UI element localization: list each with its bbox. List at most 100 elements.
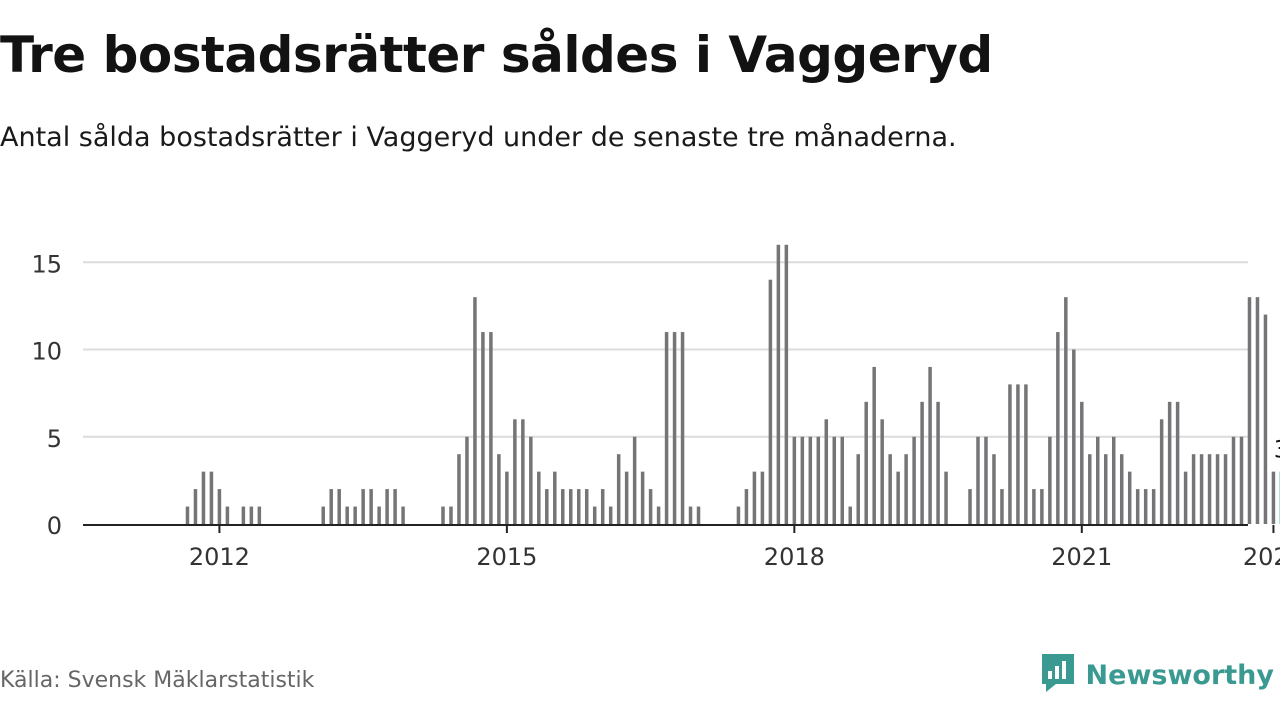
chart-subtitle: Antal sålda bostadsrätter i Vaggeryd und… <box>0 122 957 153</box>
bar <box>1159 419 1164 524</box>
bar <box>377 506 381 524</box>
bar <box>513 419 517 524</box>
bar <box>321 506 325 524</box>
bar <box>257 506 262 524</box>
bar <box>193 489 198 524</box>
bar <box>441 506 445 524</box>
bar <box>457 454 461 524</box>
bar <box>744 489 749 524</box>
bar <box>696 506 701 524</box>
bar <box>529 436 533 524</box>
bar <box>521 419 525 524</box>
bar <box>1080 401 1084 524</box>
bar <box>1247 297 1252 524</box>
bar <box>784 244 789 525</box>
bar <box>1239 436 1244 524</box>
bar <box>904 454 908 524</box>
bar <box>768 279 773 524</box>
bar <box>217 489 222 524</box>
bar <box>856 454 860 524</box>
x-tick-label: 2012 <box>189 543 250 571</box>
bar <box>1223 454 1228 524</box>
bar <box>928 366 932 524</box>
source-note: Källa: Svensk Mäklarstatistik <box>0 668 315 693</box>
bar <box>824 419 829 524</box>
bar <box>920 401 924 524</box>
bar <box>185 506 190 524</box>
y-tick-label: 15 <box>31 250 62 278</box>
bar <box>465 436 469 524</box>
x-tick-label: 2023 <box>1243 543 1280 571</box>
bar <box>561 489 565 524</box>
bar <box>1215 454 1220 524</box>
bar <box>1119 454 1124 524</box>
bar <box>664 332 669 524</box>
y-tick-label: 0 <box>47 512 62 540</box>
bar-chart: 0 5 10 15 2012 2015 2018 2021 2023 3 <box>31 244 1280 571</box>
bar <box>608 506 613 524</box>
y-tick-label: 5 <box>47 425 62 453</box>
bar <box>1231 436 1236 524</box>
bar <box>848 506 852 524</box>
bar <box>656 506 661 524</box>
bar <box>569 489 573 524</box>
bar <box>241 506 246 524</box>
data-label-last: 3 <box>1274 436 1280 464</box>
bar <box>481 332 485 524</box>
bar <box>385 489 389 524</box>
bar <box>632 436 637 524</box>
bar <box>760 471 765 524</box>
bar <box>992 454 996 524</box>
bar <box>872 366 876 524</box>
bar <box>1048 436 1052 524</box>
bar <box>1191 454 1196 524</box>
bar <box>840 436 844 524</box>
bar <box>345 506 349 524</box>
bar <box>401 506 405 524</box>
bar <box>1072 349 1076 524</box>
y-tick-label: 10 <box>31 338 62 366</box>
bar <box>688 506 693 524</box>
bar <box>1183 471 1188 524</box>
bar <box>1207 454 1212 524</box>
bar <box>1255 297 1260 524</box>
chart-title: Tre bostadsrätter såldes i Vaggeryd <box>0 26 993 84</box>
bar <box>553 471 557 524</box>
bar <box>449 506 453 524</box>
brand-logo[interactable]: Newsworthy <box>1040 652 1274 698</box>
bar <box>864 401 868 524</box>
x-tick-label: 2021 <box>1051 543 1112 571</box>
bar <box>976 436 980 524</box>
bar <box>808 436 813 524</box>
bar <box>497 454 501 524</box>
bar <box>776 244 781 525</box>
bar <box>680 332 685 524</box>
bar <box>489 332 493 524</box>
newsworthy-logo-icon <box>1040 652 1076 698</box>
bar <box>640 471 645 524</box>
bar <box>1143 489 1148 524</box>
bar <box>329 489 333 524</box>
bar <box>225 506 230 524</box>
bar <box>600 489 605 524</box>
bar <box>1167 401 1172 524</box>
bar <box>1064 297 1068 524</box>
bar <box>545 489 549 524</box>
x-tick-label: 2018 <box>764 543 825 571</box>
bar <box>361 489 365 524</box>
bar <box>936 401 940 524</box>
bar <box>1199 454 1204 524</box>
bar <box>1008 384 1012 524</box>
bar <box>393 489 397 524</box>
bar <box>1271 471 1276 524</box>
bar <box>880 419 884 524</box>
bar <box>353 506 357 524</box>
bar <box>672 332 677 524</box>
bar <box>968 489 972 524</box>
bar <box>752 471 757 524</box>
bar <box>1111 436 1116 524</box>
brand-name: Newsworthy <box>1085 659 1274 691</box>
data-labels: 3 <box>1274 436 1280 464</box>
bar <box>1056 332 1060 524</box>
bar <box>584 489 589 524</box>
